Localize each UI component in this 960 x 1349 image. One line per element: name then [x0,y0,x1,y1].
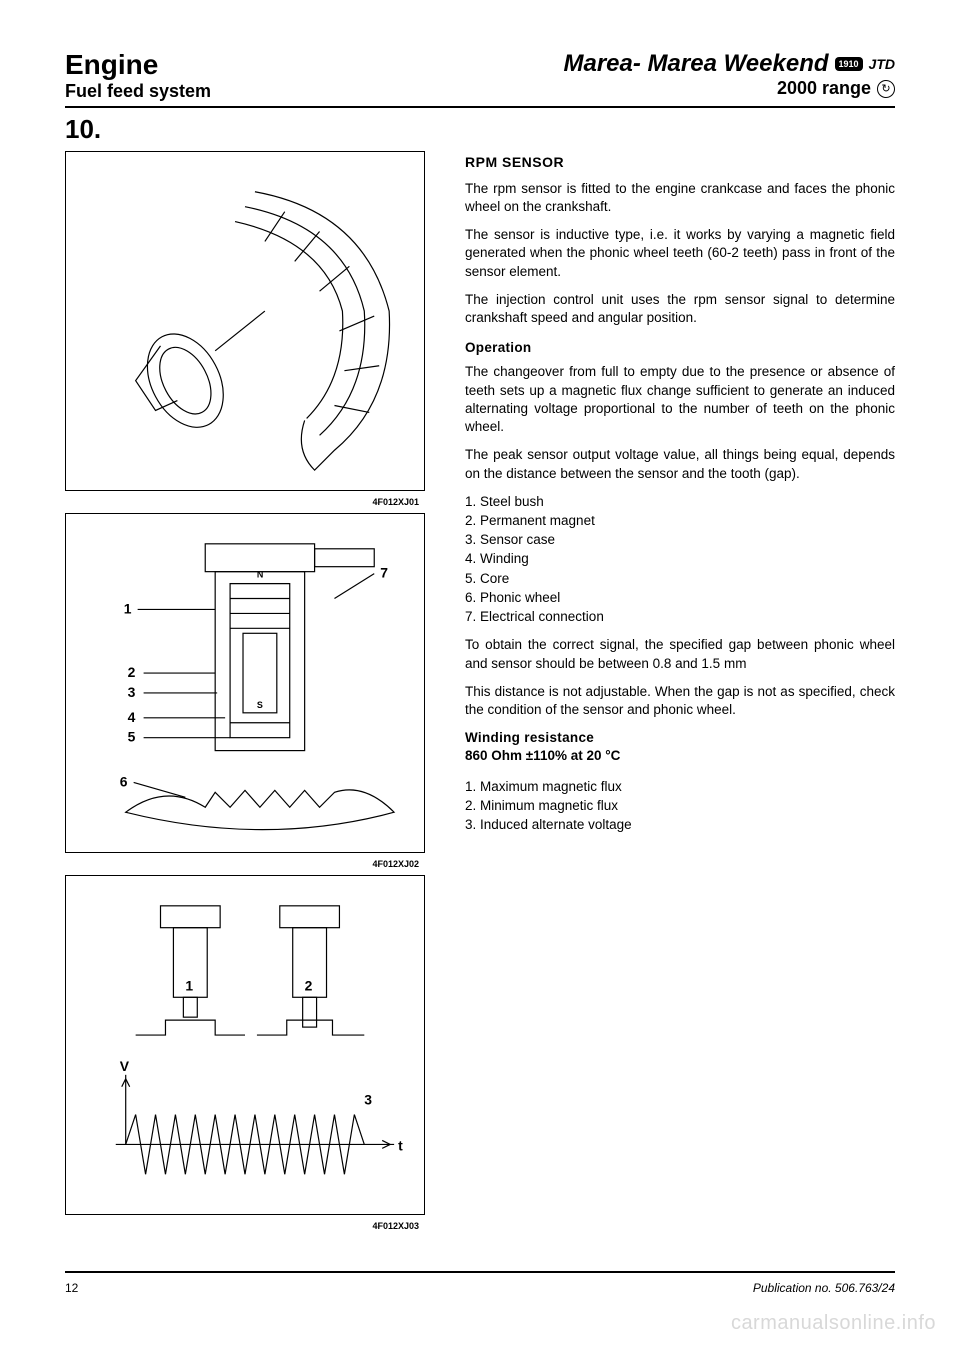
heading-rpm-sensor: RPM SENSOR [465,153,895,172]
header-rule [65,106,895,108]
page-footer: 12 Publication no. 506.763/24 [65,1273,895,1295]
fig2-label-2: 2 [128,664,136,680]
component-list: 1. Steel bush 2. Permanent magnet 3. Sen… [465,493,895,627]
figure-3-svg: 1 2 3 V t [66,876,424,1214]
para-7: This distance is not adjustable. When th… [465,683,895,719]
figure-1 [65,151,425,491]
fig3-label-2: 2 [305,977,313,993]
fig2-label-7: 7 [380,564,388,580]
list-item: 1. Maximum magnetic flux [465,778,895,796]
engine-badge: 1910 [835,57,863,71]
fig2-marker-n: N [257,569,263,579]
fig2-label-6: 6 [120,773,128,789]
list-item: 2. Permanent magnet [465,512,895,530]
header-right: Marea- Marea Weekend 1910 JTD 2000 range… [564,50,896,99]
para-6: To obtain the correct signal, the specif… [465,636,895,672]
para-4: The changeover from full to empty due to… [465,363,895,436]
page-number: 12 [65,1281,78,1295]
spec-label: Winding resistance [465,729,895,747]
figure-2-svg: 1 2 3 4 5 6 7 N S [66,514,424,852]
fig3-label-v: V [120,1058,130,1074]
figure-2: 1 2 3 4 5 6 7 N S [65,513,425,853]
fig3-label-1: 1 [185,977,193,993]
fig3-label-t: t [398,1137,403,1153]
figure-2-caption: 4F012XJ02 [65,859,425,869]
figure-3-caption: 4F012XJ03 [65,1221,425,1231]
model-title: Marea- Marea Weekend [564,50,829,78]
figure-3: 1 2 3 V t [65,875,425,1215]
fig2-label-5: 5 [128,728,136,744]
range-line: 2000 range ↻ [777,78,895,99]
list-item: 6. Phonic wheel [465,589,895,607]
fig2-label-4: 4 [128,709,136,725]
model-line: Marea- Marea Weekend 1910 JTD [564,50,896,78]
left-column: 4F012XJ01 [65,151,425,1231]
figure-1-caption: 4F012XJ01 [65,497,425,507]
para-5: The peak sensor output voltage value, al… [465,446,895,482]
list-item: 3. Sensor case [465,531,895,549]
spec-value: 860 Ohm ±110% at 20 °C [465,747,895,765]
fig2-label-1: 1 [124,600,132,616]
flux-list: 1. Maximum magnetic flux 2. Minimum magn… [465,778,895,835]
section-number: 10. [65,114,895,145]
heading-operation: Operation [465,339,895,357]
list-item: 3. Induced alternate voltage [465,816,895,834]
page-header: Engine Fuel feed system Marea- Marea Wee… [65,50,895,102]
spec-block: Winding resistance 860 Ohm ±110% at 20 °… [465,729,895,765]
fig3-label-3: 3 [364,1091,372,1107]
jtd-label: JTD [869,56,895,72]
title-sub: Fuel feed system [65,81,211,102]
para-3: The injection control unit uses the rpm … [465,291,895,327]
fig2-marker-s: S [257,700,263,710]
recycle-icon: ↻ [877,80,895,98]
list-item: 5. Core [465,570,895,588]
watermark: carmanualsonline.info [731,1312,936,1335]
title-main: Engine [65,50,211,81]
fig2-label-3: 3 [128,684,136,700]
body-columns: 4F012XJ01 [65,151,895,1231]
list-item: 4. Winding [465,550,895,568]
range-text: 2000 range [777,78,871,99]
list-item: 1. Steel bush [465,493,895,511]
para-1: The rpm sensor is fitted to the engine c… [465,180,895,216]
publication-number: Publication no. 506.763/24 [753,1281,895,1295]
list-item: 2. Minimum magnetic flux [465,797,895,815]
list-item: 7. Electrical connection [465,608,895,626]
header-left: Engine Fuel feed system [65,50,211,102]
para-2: The sensor is inductive type, i.e. it wo… [465,226,895,281]
figure-1-svg [66,152,424,490]
right-column: RPM SENSOR The rpm sensor is fitted to t… [465,151,895,1231]
